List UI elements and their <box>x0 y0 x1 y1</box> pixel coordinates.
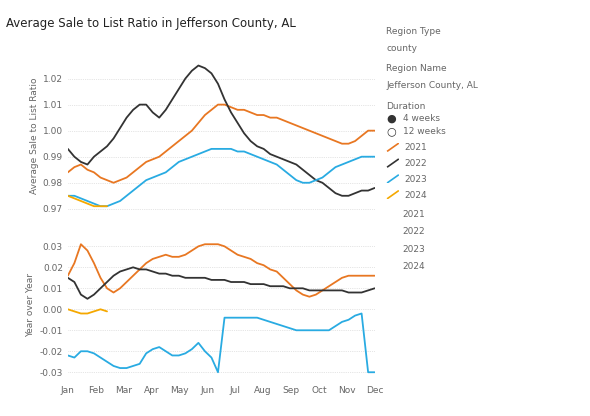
Text: 2021: 2021 <box>402 210 425 219</box>
Y-axis label: Year over Year: Year over Year <box>27 273 35 337</box>
Text: 2023: 2023 <box>402 245 425 254</box>
Text: county: county <box>386 44 418 53</box>
Text: Jefferson County, AL: Jefferson County, AL <box>386 81 478 90</box>
Text: 12 weeks: 12 weeks <box>403 126 445 136</box>
Text: ○: ○ <box>386 126 396 136</box>
Text: 2023: 2023 <box>404 175 427 184</box>
Text: Region Type: Region Type <box>386 27 441 36</box>
Text: ●: ● <box>386 114 396 124</box>
Text: 2024: 2024 <box>404 191 427 200</box>
Text: Duration: Duration <box>386 102 426 111</box>
Text: 2024: 2024 <box>402 262 425 271</box>
Text: 2022: 2022 <box>402 227 425 236</box>
Text: 4 weeks: 4 weeks <box>403 114 440 123</box>
Text: 2022: 2022 <box>404 159 427 168</box>
Y-axis label: Average Sale to List Ratio: Average Sale to List Ratio <box>30 78 39 194</box>
Text: 2021: 2021 <box>404 143 427 152</box>
Text: Average Sale to List Ratio in Jefferson County, AL: Average Sale to List Ratio in Jefferson … <box>6 17 296 30</box>
Text: Region Name: Region Name <box>386 64 447 74</box>
